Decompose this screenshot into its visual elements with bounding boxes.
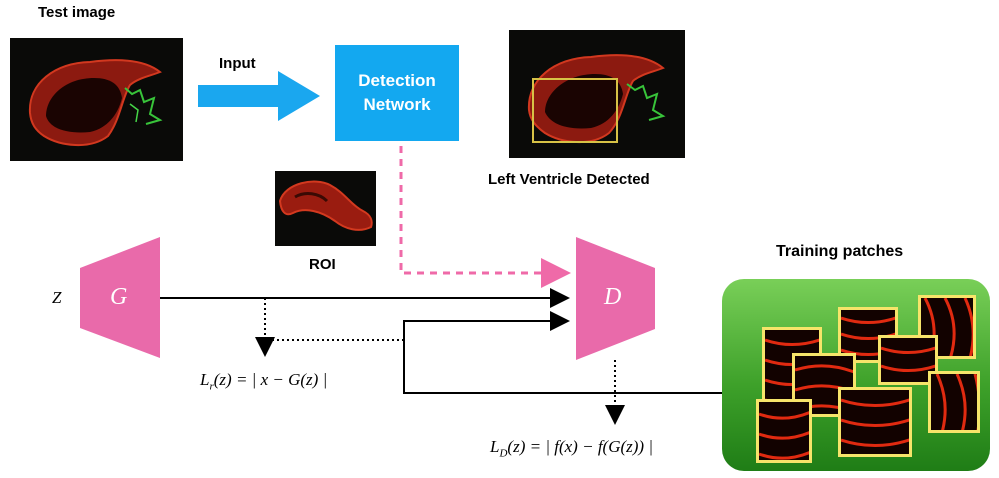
lr-rest: (z) = | x − G(z) | <box>213 370 328 389</box>
left-ventricle-image <box>509 30 685 158</box>
test-image-label: Test image <box>38 4 116 21</box>
training-patches-label: Training patches <box>776 243 904 260</box>
lr-L: L <box>200 370 210 389</box>
generator-label: G <box>110 284 128 310</box>
training-patches-panel <box>722 279 990 471</box>
input-label: Input <box>219 55 256 72</box>
roi-label: ROI <box>309 256 336 273</box>
detection-bbox <box>532 78 618 143</box>
test-image <box>10 38 183 161</box>
z-symbol: Z <box>52 288 62 307</box>
patch-texture <box>935 374 977 430</box>
roi-heart <box>278 180 373 231</box>
roi-image <box>275 171 376 246</box>
training-patch <box>918 295 976 359</box>
training-patch <box>756 399 812 463</box>
lr-sub: r <box>209 380 214 393</box>
detection-network-line2: Network <box>363 95 431 114</box>
lr-equation: Lr(z) = | x − G(z) | <box>200 370 327 392</box>
left-ventricle-detected-label: Left Ventricle Detected <box>488 171 650 188</box>
ld-L: L <box>490 437 500 456</box>
ld-sub: D <box>499 447 508 460</box>
patch-texture <box>841 316 895 356</box>
training-patch <box>928 371 980 433</box>
left-ventricle-heart <box>527 54 666 144</box>
patch-texture <box>841 398 909 448</box>
discriminator-label: D <box>604 284 622 310</box>
ld-rest: (z) = | f(x) − f(G(z)) | <box>507 437 654 456</box>
patch-texture <box>759 411 809 460</box>
detection-network-line1: Detection <box>358 71 436 90</box>
patch-texture <box>881 346 935 372</box>
ld-equation: LD(z) = | f(x) − f(G(z)) | <box>490 437 653 459</box>
detection-network-box: Detection Network <box>335 45 459 141</box>
test-image-heart <box>28 59 163 147</box>
training-patch <box>838 387 912 457</box>
